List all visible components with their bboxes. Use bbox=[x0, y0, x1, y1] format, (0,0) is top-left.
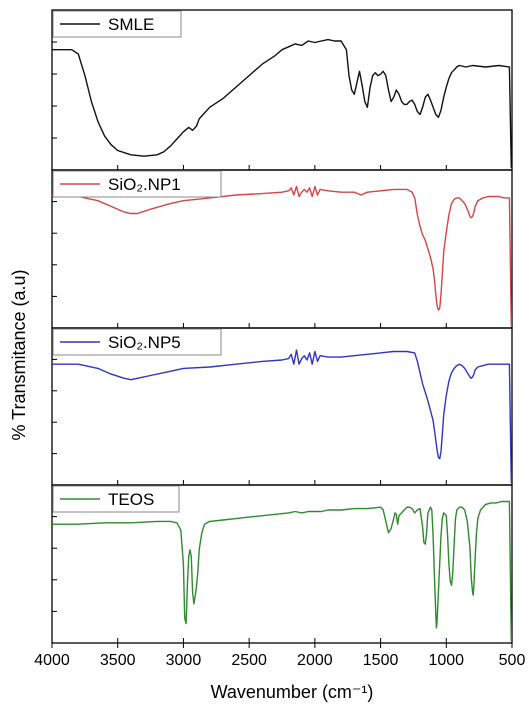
x-tick-label: 1000 bbox=[428, 652, 464, 669]
x-tick-label: 3500 bbox=[100, 652, 136, 669]
panel-1: SMLE bbox=[51, 9, 513, 171]
x-tick-label: 500 bbox=[499, 652, 526, 669]
x-tick-label: 3000 bbox=[166, 652, 202, 669]
panel-4: TEOS bbox=[51, 484, 513, 644]
legend-4: TEOS bbox=[52, 485, 180, 513]
x-tick-label: 4000 bbox=[34, 652, 70, 669]
panels-layer: SMLE SiO₂.NP1 SiO₂.NP5 TEOS bbox=[51, 9, 513, 644]
legend-2: SiO₂.NP1 bbox=[52, 170, 222, 198]
y-axis-title: % Transmitance (a.u) bbox=[9, 269, 29, 440]
legend-label: TEOS bbox=[108, 490, 154, 509]
legend-label: SiO₂.NP1 bbox=[108, 175, 181, 194]
legend-3: SiO₂.NP5 bbox=[52, 328, 222, 356]
x-axis: 4000 3500 3000 2500 2000 1500 1000 500 bbox=[34, 643, 525, 669]
panel-3: SiO₂.NP5 bbox=[51, 327, 513, 486]
legend-label: SiO₂.NP5 bbox=[108, 333, 181, 352]
series-line-2 bbox=[51, 185, 512, 327]
legend-1: SMLE bbox=[52, 10, 182, 38]
series-line-4 bbox=[52, 500, 512, 642]
series-line-3 bbox=[52, 349, 512, 484]
panel-frame bbox=[51, 484, 513, 644]
legend-label: SMLE bbox=[108, 15, 154, 34]
x-axis-title: Wavenumber (cm⁻¹) bbox=[211, 682, 374, 702]
panel-2: SiO₂.NP1 bbox=[51, 169, 513, 329]
x-tick-label: 1500 bbox=[363, 652, 399, 669]
x-tick-label: 2000 bbox=[297, 652, 333, 669]
x-tick-label: 2500 bbox=[231, 652, 267, 669]
series-line-1 bbox=[52, 38, 512, 169]
